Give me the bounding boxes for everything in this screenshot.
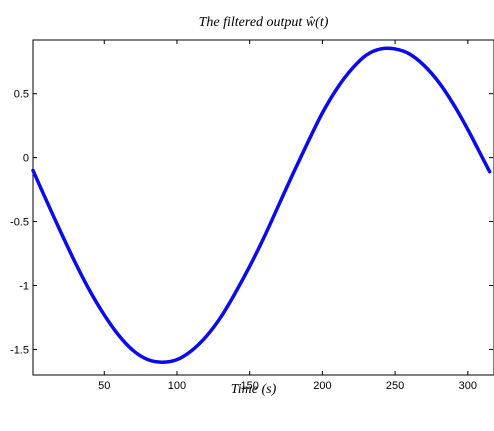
x-axis-label: Time (s) <box>231 382 277 397</box>
y-tick-label: -0.5 <box>10 217 29 229</box>
chart-title: The filtered output ŵ(t) <box>199 15 329 30</box>
y-tick-label: 0 <box>23 153 29 165</box>
x-tick-label: 300 <box>459 380 477 392</box>
x-tick-label: 100 <box>168 380 186 392</box>
x-tick-label: 200 <box>313 380 331 392</box>
x-tick-label: 250 <box>386 380 404 392</box>
series-line-0 <box>31 46 492 364</box>
tick-marks <box>33 40 493 375</box>
y-tick-label: -1.5 <box>10 344 29 356</box>
y-tick-label: 0.5 <box>14 89 29 101</box>
plot-frame <box>32 39 494 376</box>
tick-labels: 50 100 150 200 250 300 -1.5 -1 -0.5 0 0.5 <box>10 89 477 392</box>
x-tick-label: 50 <box>98 380 110 392</box>
series-layer <box>31 46 492 364</box>
y-tick-label: -1 <box>19 280 29 292</box>
x-tick-label: 150 <box>241 380 259 392</box>
